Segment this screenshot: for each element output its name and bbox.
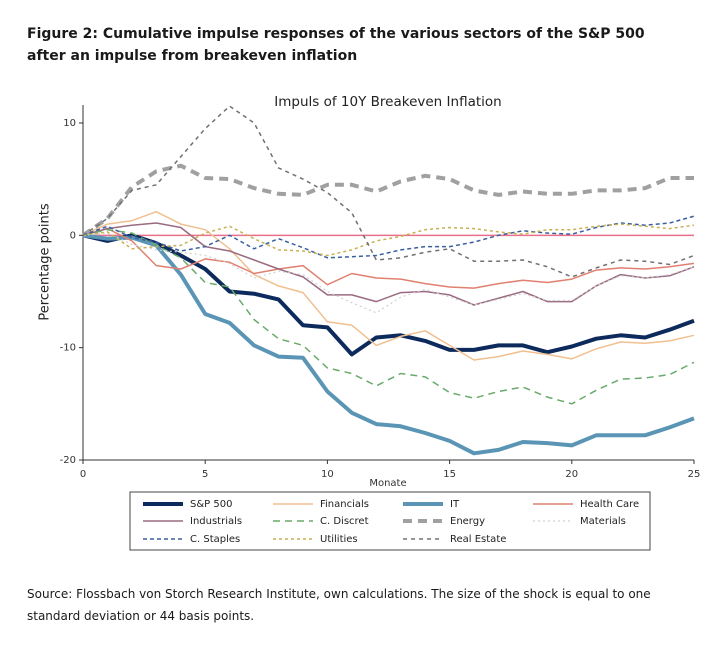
y-tick-label: 0 [70, 230, 76, 241]
y-tick-label: -20 [60, 455, 76, 466]
series-line [82, 233, 695, 357]
series-line [82, 232, 695, 314]
legend-label: Materials [580, 516, 626, 527]
legend-label: IT [450, 499, 460, 510]
y-axis-label: Percentage points [38, 203, 53, 320]
legend-label: Health Care [580, 499, 639, 510]
series-line [81, 163, 694, 237]
x-tick-label: 15 [443, 469, 456, 480]
series-line [82, 222, 695, 306]
series-line [82, 223, 695, 257]
series-line [82, 227, 695, 289]
legend-label: Real Estate [450, 534, 506, 545]
x-tick-label: 5 [202, 469, 208, 480]
series-line [82, 105, 695, 278]
x-axis-label: Monate [369, 478, 406, 489]
x-tick-label: 10 [321, 469, 334, 480]
x-tick-label: 0 [80, 469, 86, 480]
series-line [82, 210, 695, 361]
x-tick-label: 25 [688, 469, 701, 480]
chart-title: Impuls of 10Y Breakeven Inflation [274, 94, 501, 110]
legend-label: C. Staples [190, 534, 240, 545]
legend-label: C. Discret [320, 516, 369, 527]
y-tick-label: 10 [63, 118, 76, 129]
x-tick-label: 20 [565, 469, 578, 480]
series-line [82, 228, 695, 405]
legend-label: Industrials [190, 516, 242, 527]
legend-label: S&P 500 [190, 499, 232, 510]
legend-box [129, 491, 651, 551]
series-line [82, 215, 695, 259]
y-tick-label: -10 [60, 343, 76, 354]
figure-title: Figure 2: Cumulative impulse responses o… [27, 26, 645, 64]
series-line [82, 233, 695, 456]
legend-label: Energy [450, 516, 485, 527]
legend-label: Financials [320, 499, 369, 510]
legend-label: Utilities [320, 534, 358, 545]
source-note: Source: Flossbach von Storch Research In… [27, 587, 651, 623]
